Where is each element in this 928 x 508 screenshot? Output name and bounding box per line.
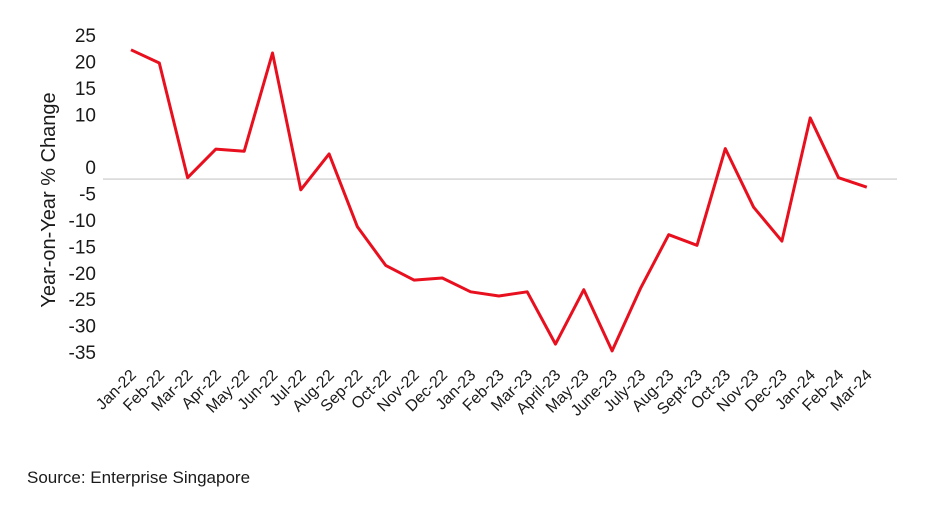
y-tick-label: 10	[75, 105, 96, 126]
y-tick-label: 25	[75, 26, 96, 47]
y-axis-ticks: 25 20 15 10 0 -5 -10 -15 -20 -25 -30 -35	[69, 26, 96, 364]
series-line	[130, 48, 868, 353]
y-tick-label: -30	[69, 317, 96, 338]
y-tick-label: 0	[85, 158, 96, 179]
line-chart: 25 20 15 10 0 -5 -10 -15 -20 -25 -30 -35 Jan-22Feb-…	[38, 26, 897, 420]
y-tick-label: -15	[69, 237, 96, 258]
source-note: Source: Enterprise Singapore	[27, 468, 251, 487]
y-tick-label: 20	[75, 52, 96, 73]
y-tick-label: 15	[75, 79, 96, 100]
y-tick-label: -5	[79, 185, 96, 206]
x-axis-ticks: Jan-22Feb-22Mar-22Apr-22May-22Jun-22Jul-…	[93, 367, 875, 420]
y-tick-label: -10	[69, 211, 96, 232]
y-axis-label: Year-on-Year % Change	[38, 92, 60, 307]
y-tick-label: -20	[69, 264, 96, 285]
y-tick-label: -35	[69, 343, 96, 364]
y-tick-label: -25	[69, 290, 96, 311]
